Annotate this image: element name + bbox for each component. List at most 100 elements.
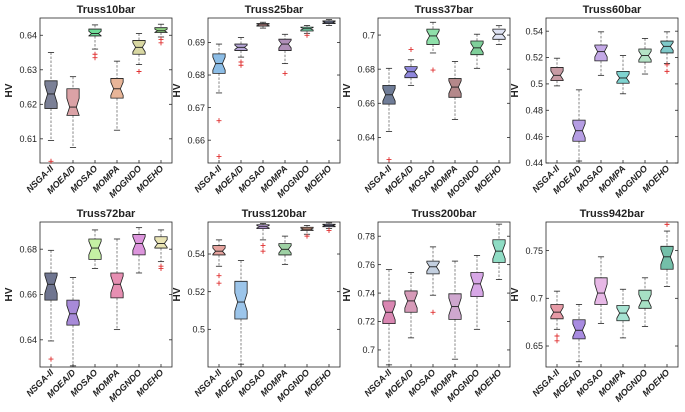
y-tick-label: 0.67: [187, 103, 205, 113]
panel-title: Truss37bar: [415, 4, 474, 16]
box-mosao: [88, 238, 102, 260]
y-axis-label: HV: [4, 287, 15, 301]
y-tick-label: 0.68: [357, 64, 375, 74]
panel-truss10bar: Truss10barHV0.610.620.630.64NSGA-IIMOEA/…: [4, 4, 173, 200]
y-tick-label: 0.7: [362, 30, 375, 40]
outlier-nsga-ii: [48, 158, 54, 164]
y-tick-label: 0.72: [357, 317, 375, 327]
box-nsga-ii: [550, 304, 564, 320]
box-moea-d: [66, 88, 80, 116]
box-moeho: [660, 40, 674, 54]
outlier-moeho: [326, 227, 332, 233]
y-tick-label: 0.64: [19, 30, 37, 40]
y-axis-label: HV: [172, 287, 183, 301]
outlier-nsga-ii: [554, 333, 560, 339]
box-mogndo: [132, 234, 146, 256]
box-moeho: [660, 245, 674, 270]
box-mompa: [616, 70, 630, 84]
y-tick-label: 0.7: [530, 294, 543, 304]
panel-title: Truss60bar: [583, 4, 642, 16]
panel-truss200bar: Truss200barHV0.70.720.740.760.78NSGA-IIM…: [342, 208, 511, 404]
outlier-mosao: [260, 248, 266, 254]
y-tick-label: 0.54: [525, 26, 543, 36]
y-tick-label: 0.68: [187, 70, 205, 80]
axes-frame: [377, 221, 511, 368]
outlier-moeho: [158, 40, 164, 46]
box-moea-d: [572, 319, 586, 340]
outlier-mosao: [430, 309, 436, 315]
y-tick-label: 0.66: [357, 98, 375, 108]
axes-frame: [39, 17, 173, 164]
box-mosao: [426, 260, 440, 275]
y-axis-label: HV: [510, 83, 521, 97]
box-mompa: [110, 78, 124, 99]
panel-truss942bar: Truss942barHV0.650.70.75NSGA-IIMOEA/DMOS…: [510, 208, 679, 404]
y-tick-label: 0.75: [525, 246, 543, 256]
outlier-moeho: [664, 68, 670, 74]
y-tick-label: 0.46: [525, 132, 543, 142]
panel-title: Truss72bar: [77, 208, 136, 220]
outlier-nsga-ii: [216, 118, 222, 124]
outlier-moeho: [158, 265, 164, 271]
outlier-mogndo: [304, 32, 310, 38]
panel-title: Truss10bar: [77, 4, 136, 16]
axes-frame: [39, 221, 173, 368]
outlier-mosao: [260, 243, 266, 249]
panel-title: Truss120bar: [242, 208, 308, 220]
box-mosao: [594, 44, 608, 62]
box-moeho: [154, 27, 168, 33]
y-tick-label: 0.54: [187, 249, 205, 259]
y-tick-label: 0.48: [525, 105, 543, 115]
y-tick-label: 0.69: [187, 38, 205, 48]
outlier-nsga-ii: [554, 338, 560, 344]
outlier-mogndo: [304, 233, 310, 239]
panel-truss120bar: Truss120barHV0.50.520.54NSGA-IIMOEA/DMOS…: [172, 208, 341, 404]
y-tick-label: 0.52: [525, 53, 543, 63]
box-mosao: [594, 277, 608, 305]
outlier-moea-d: [408, 47, 414, 53]
y-tick-label: 0.78: [357, 231, 375, 241]
axes-frame: [377, 17, 511, 164]
box-mosao: [426, 28, 440, 45]
y-tick-label: 0.5: [530, 79, 543, 89]
y-tick-label: 0.52: [187, 287, 205, 297]
box-nsga-ii: [44, 272, 58, 301]
y-tick-label: 0.68: [19, 244, 37, 254]
y-tick-label: 0.63: [19, 65, 37, 75]
panel-truss60bar: Truss60barHV0.440.460.480.50.520.54NSGA-…: [510, 4, 679, 200]
outlier-moea-d: [238, 62, 244, 68]
box-nsga-ii: [44, 80, 58, 109]
y-axis-label: HV: [172, 83, 183, 97]
y-axis-label: HV: [342, 83, 353, 97]
axes-frame: [207, 221, 341, 368]
y-tick-label: 0.64: [19, 335, 37, 345]
box-nsga-ii: [212, 245, 226, 256]
y-tick-label: 0.61: [19, 134, 37, 144]
box-mompa: [278, 38, 292, 51]
y-axis-label: HV: [4, 83, 15, 97]
box-mogndo: [638, 289, 652, 309]
box-mompa: [448, 78, 462, 98]
panel-title: Truss942bar: [580, 208, 646, 220]
panel-truss72bar: Truss72barHV0.640.660.68NSGA-IIMOEA/DMOS…: [4, 208, 173, 404]
box-mogndo: [470, 272, 484, 298]
axes-frame: [207, 17, 341, 164]
outlier-nsga-ii: [216, 273, 222, 279]
y-tick-label: 0.66: [187, 135, 205, 145]
axes-frame: [545, 221, 679, 368]
outlier-nsga-ii: [216, 280, 222, 286]
axes-frame: [545, 17, 679, 164]
y-tick-label: 0.7: [362, 345, 375, 355]
y-tick-label: 0.5: [192, 325, 205, 335]
panel-truss37bar: Truss37barHV0.640.660.680.7NSGA-IIMOEA/D…: [342, 4, 511, 200]
panel-truss25bar: Truss25barHV0.660.670.680.69NSGA-IIMOEA/…: [172, 4, 341, 200]
outlier-nsga-ii: [216, 153, 222, 159]
panel-title: Truss200bar: [412, 208, 478, 220]
outlier-mosao: [92, 55, 98, 61]
outlier-nsga-ii: [386, 157, 392, 163]
box-nsga-ii: [550, 67, 564, 82]
outlier-mompa: [282, 70, 288, 76]
box-moea-d: [404, 290, 418, 313]
